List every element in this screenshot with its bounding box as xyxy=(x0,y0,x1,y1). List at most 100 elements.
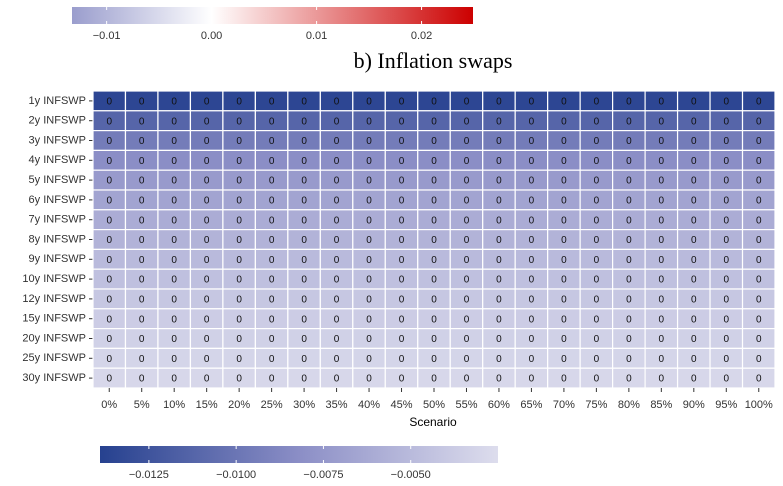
cell-label: 0 xyxy=(399,275,405,286)
colorbar-tick-label: −0.0125 xyxy=(129,469,169,481)
cell-label: 0 xyxy=(756,314,762,325)
y-tick-label: 30y INFSWP xyxy=(22,372,86,384)
cell-label: 0 xyxy=(529,374,535,385)
cell-label: 0 xyxy=(529,97,535,108)
cell-label: 0 xyxy=(139,176,145,187)
cell-label: 0 xyxy=(301,156,307,167)
cell-label: 0 xyxy=(236,354,242,365)
x-tick-label: 5% xyxy=(134,399,150,411)
cell-label: 0 xyxy=(691,97,697,108)
cell-label: 0 xyxy=(626,196,632,207)
cell-label: 0 xyxy=(269,235,275,246)
cell-label: 0 xyxy=(594,354,600,365)
cell-label: 0 xyxy=(594,374,600,385)
cell-label: 0 xyxy=(594,314,600,325)
cell-label: 0 xyxy=(366,235,372,246)
colorbar-tick-label: −0.0100 xyxy=(216,469,256,481)
cell-label: 0 xyxy=(139,295,145,306)
cell-label: 0 xyxy=(366,176,372,187)
x-axis-title: Scenario xyxy=(409,415,457,429)
cell-label: 0 xyxy=(691,196,697,207)
cell-label: 0 xyxy=(139,215,145,226)
cell-label: 0 xyxy=(724,136,730,147)
cell-label: 0 xyxy=(529,295,535,306)
cell-label: 0 xyxy=(236,196,242,207)
x-tick-label: 65% xyxy=(520,399,542,411)
cell-label: 0 xyxy=(659,156,665,167)
colorbar xyxy=(72,7,473,24)
cell-label: 0 xyxy=(431,354,437,365)
cell-label: 0 xyxy=(756,97,762,108)
cell-label: 0 xyxy=(204,354,210,365)
cell-label: 0 xyxy=(626,136,632,147)
cell-label: 0 xyxy=(464,215,470,226)
cell-label: 0 xyxy=(171,97,177,108)
cell-label: 0 xyxy=(496,275,502,286)
cell-label: 0 xyxy=(464,156,470,167)
cell-label: 0 xyxy=(659,295,665,306)
cell-label: 0 xyxy=(204,116,210,127)
cell-label: 0 xyxy=(106,156,112,167)
cell-label: 0 xyxy=(594,136,600,147)
cell-label: 0 xyxy=(464,314,470,325)
cell-label: 0 xyxy=(464,275,470,286)
y-tick-label: 7y INFSWP xyxy=(29,214,86,226)
cell-label: 0 xyxy=(269,354,275,365)
cell-label: 0 xyxy=(366,156,372,167)
cell-label: 0 xyxy=(691,334,697,345)
cell-label: 0 xyxy=(561,275,567,286)
y-tick-label: 15y INFSWP xyxy=(22,313,86,325)
cell-label: 0 xyxy=(399,215,405,226)
cell-label: 0 xyxy=(691,116,697,127)
cell-label: 0 xyxy=(399,374,405,385)
cell-label: 0 xyxy=(139,116,145,127)
cell-label: 0 xyxy=(106,116,112,127)
cell-label: 0 xyxy=(204,215,210,226)
cell-label: 0 xyxy=(269,156,275,167)
cell-label: 0 xyxy=(301,334,307,345)
cell-label: 0 xyxy=(431,295,437,306)
cell-label: 0 xyxy=(561,295,567,306)
cell-label: 0 xyxy=(171,354,177,365)
cell-label: 0 xyxy=(139,334,145,345)
chart-title: b) Inflation swaps xyxy=(354,48,513,73)
y-tick-label: 5y INFSWP xyxy=(29,174,86,186)
cell-label: 0 xyxy=(171,314,177,325)
cell-label: 0 xyxy=(496,215,502,226)
cell-label: 0 xyxy=(236,97,242,108)
cell-label: 0 xyxy=(269,295,275,306)
cell-label: 0 xyxy=(204,374,210,385)
cell-label: 0 xyxy=(171,275,177,286)
cell-label: 0 xyxy=(334,275,340,286)
cell-label: 0 xyxy=(139,354,145,365)
cell-label: 0 xyxy=(139,196,145,207)
cell-label: 0 xyxy=(561,235,567,246)
cell-label: 0 xyxy=(236,136,242,147)
cell-label: 0 xyxy=(756,354,762,365)
cell-label: 0 xyxy=(626,295,632,306)
cell-label: 0 xyxy=(756,255,762,266)
cell-label: 0 xyxy=(626,176,632,187)
cell-label: 0 xyxy=(724,116,730,127)
cell-label: 0 xyxy=(691,374,697,385)
cell-label: 0 xyxy=(139,255,145,266)
cell-label: 0 xyxy=(626,354,632,365)
cell-label: 0 xyxy=(334,235,340,246)
cell-label: 0 xyxy=(529,116,535,127)
cell-label: 0 xyxy=(139,97,145,108)
cell-label: 0 xyxy=(399,334,405,345)
cell-label: 0 xyxy=(594,275,600,286)
cell-label: 0 xyxy=(464,235,470,246)
cell-label: 0 xyxy=(399,255,405,266)
cell-label: 0 xyxy=(204,334,210,345)
cell-label: 0 xyxy=(756,196,762,207)
cell-label: 0 xyxy=(366,334,372,345)
cell-label: 0 xyxy=(561,196,567,207)
cell-label: 0 xyxy=(236,116,242,127)
cell-label: 0 xyxy=(561,374,567,385)
cell-label: 0 xyxy=(724,295,730,306)
y-tick-label: 1y INFSWP xyxy=(29,95,86,107)
cell-label: 0 xyxy=(399,295,405,306)
cell-label: 0 xyxy=(334,97,340,108)
cell-label: 0 xyxy=(464,374,470,385)
